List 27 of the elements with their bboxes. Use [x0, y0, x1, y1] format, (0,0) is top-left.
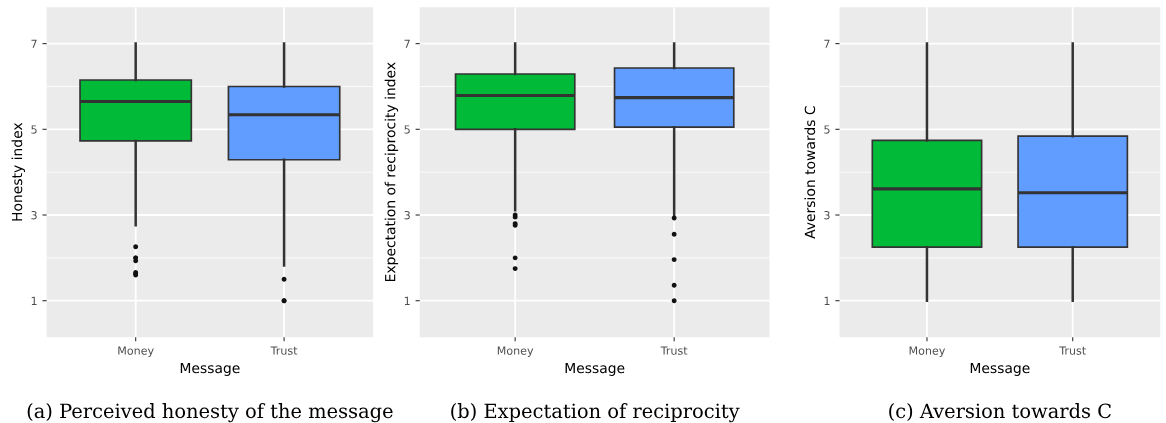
y-tick-label: 1	[824, 296, 830, 305]
x-axis-title: Message	[180, 362, 240, 376]
x-axis-title: Message	[565, 362, 625, 376]
y-tick-label: 1	[404, 296, 410, 305]
y-tick-label: 1	[31, 296, 37, 305]
y-tick-label: 5	[824, 125, 830, 134]
y-tick-label: 7	[404, 39, 410, 48]
x-tick-label: Money	[497, 346, 534, 357]
y-tick-label: 3	[404, 210, 410, 220]
y-tick-label: 7	[31, 39, 37, 48]
y-tick-label: 7	[824, 39, 830, 48]
y-axis-title: Aversion towards C	[804, 106, 816, 239]
y-axis-title: Expectation of reciprocity index	[384, 62, 399, 282]
x-axis-title: Message	[970, 362, 1030, 376]
text: (c) Aversion towards C	[889, 403, 1111, 421]
y-tick-label: 5	[31, 125, 37, 134]
y-tick-label: 3	[824, 210, 830, 220]
y-tick-label: 3	[31, 210, 37, 220]
x-tick-label: Money	[909, 346, 946, 357]
y-tick-label: 5	[404, 125, 410, 134]
x-tick-label: Trust	[1059, 346, 1086, 355]
x-tick-label: Money	[118, 346, 154, 357]
text: (b) Expectation of reciprocity	[451, 403, 740, 423]
x-tick-label: Trust	[660, 346, 688, 355]
y-axis-title: Honesty index	[11, 122, 25, 221]
text: (a) Perceived honesty of the message	[27, 403, 393, 423]
x-tick-label: Trust	[270, 346, 298, 355]
